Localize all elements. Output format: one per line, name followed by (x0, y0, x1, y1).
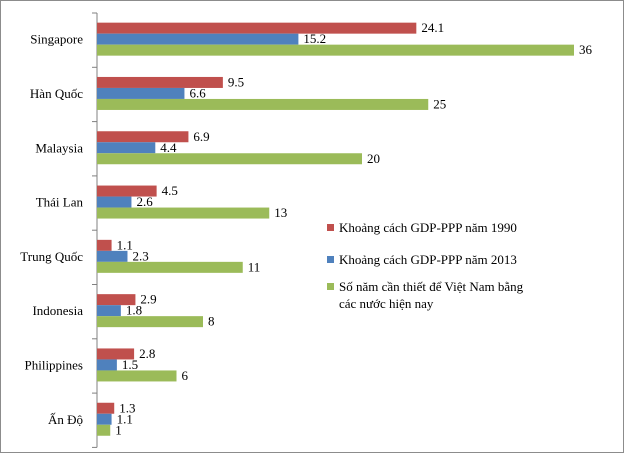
bar-years (97, 207, 270, 219)
category-label: Thái Lan (36, 195, 84, 210)
data-label: 24.1 (421, 20, 444, 35)
data-label: 1 (115, 422, 122, 437)
data-label: 20 (367, 151, 380, 166)
legend-swatch (327, 256, 334, 263)
category-label: Ấn Độ (48, 412, 83, 427)
bar-years (97, 44, 574, 56)
data-label: 2.9 (140, 292, 156, 307)
data-label: 1.3 (119, 400, 135, 415)
bar-1990 (97, 22, 417, 34)
data-label: 8 (208, 314, 215, 329)
data-label: 1.8 (126, 303, 142, 318)
legend-swatch (327, 283, 334, 290)
bar-1990 (97, 402, 115, 414)
bar-2013 (97, 305, 121, 317)
bar-2013 (97, 87, 185, 99)
data-label: 25 (433, 96, 446, 111)
legend-swatch (327, 224, 334, 231)
data-label: 4.5 (162, 183, 178, 198)
data-label: 1.1 (117, 411, 133, 426)
category-label: Malaysia (35, 140, 83, 155)
legend-label: Khoảng cách GDP-PPP năm 2013 (339, 252, 517, 267)
data-label: 2.3 (132, 248, 148, 263)
bar-years (97, 98, 429, 110)
bar-1990 (97, 76, 223, 88)
data-label: 15.2 (303, 31, 326, 46)
legend-label: các nước hiện nay (339, 296, 434, 311)
legend-label: Số năm cần thiết để Việt Nam bằng (339, 279, 524, 294)
bar-2013 (97, 33, 299, 45)
legend-label: Khoảng cách GDP-PPP năm 1990 (339, 220, 517, 235)
bar-1990 (97, 239, 112, 251)
category-label: Singapore (30, 32, 83, 47)
data-label: 11 (248, 259, 261, 274)
category-label: Trung Quốc (20, 249, 83, 264)
bar-1990 (97, 131, 189, 143)
data-label: 6.6 (189, 85, 206, 100)
data-label: 9.5 (228, 74, 244, 89)
bar-1990 (97, 294, 136, 306)
data-label: 4.4 (160, 140, 177, 155)
bar-1990 (97, 348, 135, 360)
data-label: 1.1 (117, 237, 133, 252)
data-label: 2.8 (139, 346, 155, 361)
bar-2013 (97, 359, 117, 371)
bar-years (97, 153, 362, 165)
data-label: 6 (182, 368, 189, 383)
axis-layer (92, 12, 98, 448)
category-label: Philippines (24, 357, 83, 372)
bar-years (97, 261, 243, 273)
legend: Khoảng cách GDP-PPP năm 1990 Khoảng cách … (327, 220, 524, 311)
bar-2013 (97, 142, 156, 154)
category-label: Hàn Quốc (30, 86, 83, 101)
bar-2013 (97, 196, 132, 208)
bar-1990 (97, 185, 157, 197)
bar-2013 (97, 250, 128, 262)
bar-years (97, 424, 111, 436)
data-label: 13 (274, 205, 287, 220)
bars-layer (97, 22, 574, 436)
data-label: 1.5 (122, 357, 138, 372)
data-label: 36 (579, 42, 593, 57)
bar-2013 (97, 413, 112, 425)
category-label: Indonesia (32, 303, 83, 318)
data-label: 6.9 (193, 129, 209, 144)
labels-layer: Singapore 24.1 15.2 36 Hàn Quốc 9.5 6.6 25 Malay… (20, 20, 592, 437)
bar-years (97, 316, 203, 328)
bar-years (97, 370, 177, 382)
data-label: 2.6 (136, 194, 153, 209)
